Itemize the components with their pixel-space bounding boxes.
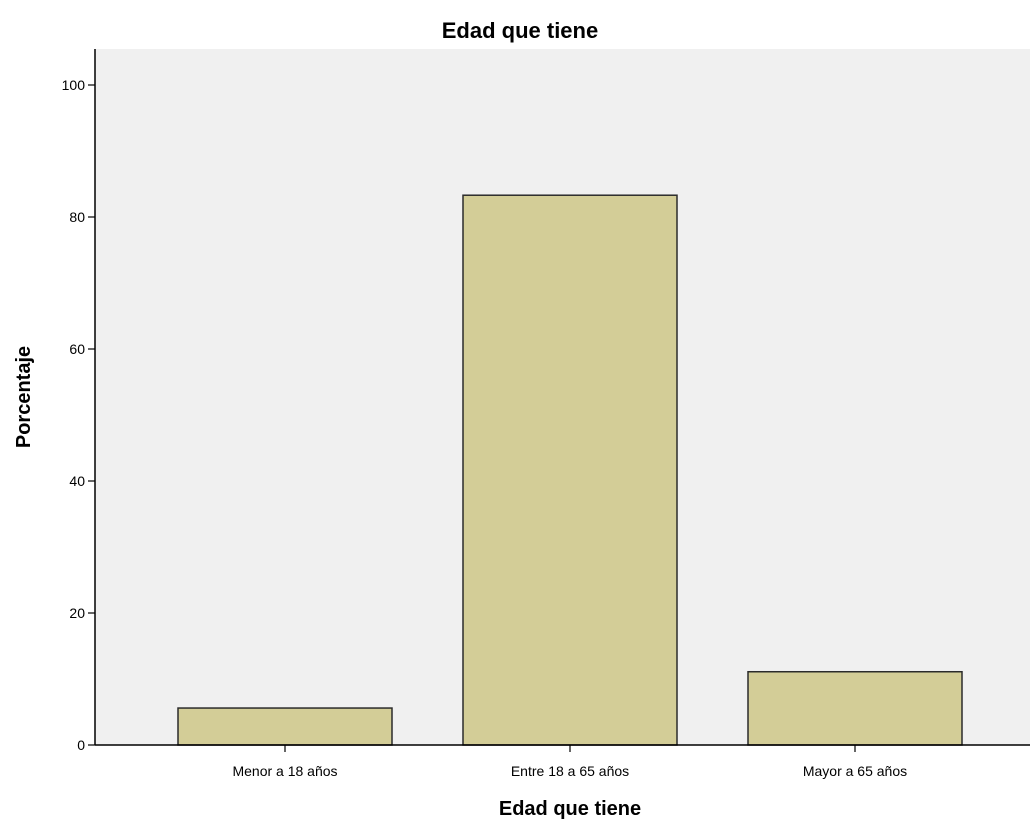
y-tick-label-1: 20 [69, 605, 85, 621]
y-tick-label-3: 60 [69, 341, 85, 357]
y-tick-label-2: 40 [69, 473, 85, 489]
y-axis-label: Porcentaje [13, 346, 35, 448]
y-tick-label-0: 0 [77, 737, 85, 753]
x-ticks-layer: Menor a 18 años Entre 18 a 65 años Mayor a… [232, 745, 907, 779]
y-tick-label-4: 80 [69, 209, 85, 225]
bar-2 [747, 670, 963, 746]
bar-0 [177, 707, 393, 746]
x-tick-label-0: Menor a 18 años [232, 763, 337, 779]
bars-layer [177, 194, 963, 746]
chart-title: Edad que tiene [442, 18, 598, 43]
bar-1 [462, 194, 678, 746]
axes-layer [94, 49, 1030, 746]
x-tick-label-2: Mayor a 65 años [803, 763, 907, 779]
x-tick-label-1: Entre 18 a 65 años [511, 763, 629, 779]
y-ticks-layer: 0 20 40 60 80 100 [62, 77, 95, 753]
y-tick-label-5: 100 [62, 77, 86, 93]
x-axis-label: Edad que tiene [499, 798, 641, 820]
